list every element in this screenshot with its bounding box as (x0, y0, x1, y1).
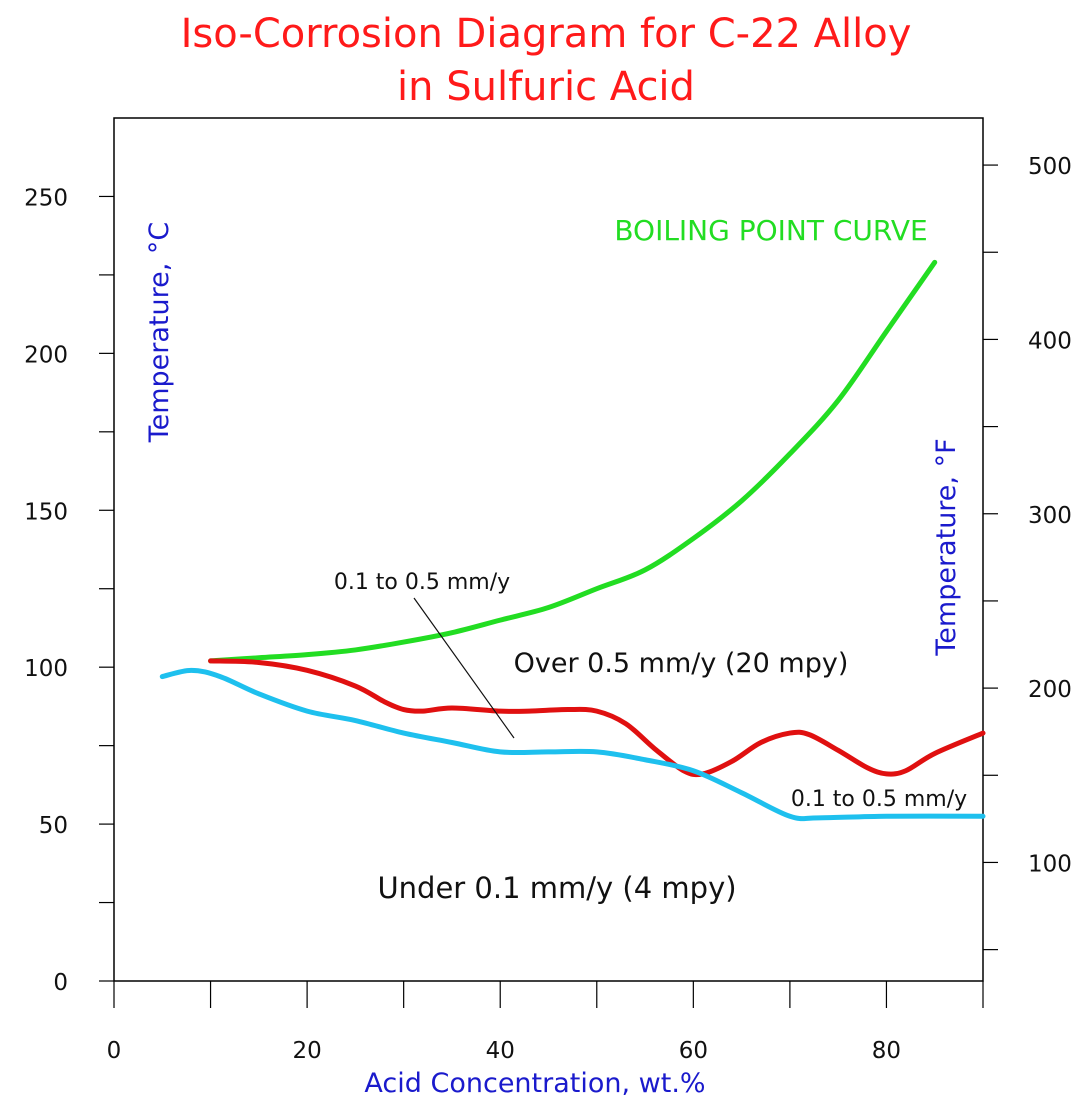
chart-title: Iso-Corrosion Diagram for C-22 Alloy (181, 11, 912, 57)
y-axis-label-right: Temperature, °F (931, 438, 962, 656)
x-tick-label: 20 (292, 1038, 321, 1064)
plot-frame (113, 117, 984, 982)
x-tick-label: 0 (107, 1038, 122, 1064)
y-tick-label: 200 (24, 342, 68, 368)
y-right-tick-label: 300 (1028, 503, 1072, 529)
y-tick-label: 250 (24, 185, 68, 211)
y-right-tick-label: 200 (1028, 677, 1072, 703)
boiling-point-curve (208, 259, 938, 664)
band-label-right: 0.1 to 0.5 mm/y (791, 787, 967, 812)
blue-iso-curve (159, 667, 986, 822)
y-right-tick-label: 100 (1028, 851, 1072, 877)
x-axis-label: Acid Concentration, wt.% (364, 1068, 705, 1099)
y-tick-label: 150 (24, 499, 68, 525)
y-right-tick-label: 500 (1028, 154, 1072, 180)
y-right-tick-label: 400 (1028, 328, 1072, 354)
boiling-point-label: BOILING POINT CURVE (614, 214, 927, 247)
band-label-left: 0.1 to 0.5 mm/y (334, 570, 510, 595)
y-axis-label-left: Temperature, °C (144, 222, 175, 444)
plot-area: 0 20 40 60 80 0 50 100 150 200 250 100 200 300 400 500 (24, 117, 1072, 1064)
x-tick-label: 80 (872, 1038, 901, 1064)
region-label-under: Under 0.1 mm/y (4 mpy) (377, 871, 736, 905)
x-tick-label: 60 (679, 1038, 708, 1064)
y-tick-label: 0 (53, 970, 68, 996)
x-tick-label: 40 (486, 1038, 515, 1064)
y-tick-label: 50 (39, 813, 68, 839)
band-label-leader-line (413, 597, 515, 739)
chart-subtitle: in Sulfuric Acid (397, 64, 695, 110)
y-tick-label: 100 (24, 656, 68, 682)
region-label-over: Over 0.5 mm/y (20 mpy) (514, 648, 849, 679)
red-iso-curve (208, 658, 986, 778)
